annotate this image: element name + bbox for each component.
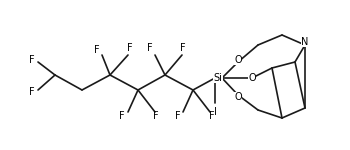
Text: N: N [301,37,309,47]
Text: F: F [153,111,159,121]
Text: O: O [234,55,242,65]
Text: F: F [127,43,133,53]
Text: Si: Si [214,73,223,83]
Text: F: F [175,111,181,121]
Text: F: F [147,43,153,53]
Text: O: O [248,73,256,83]
Text: F: F [29,87,35,97]
Text: I: I [214,107,216,117]
Text: F: F [180,43,186,53]
Text: F: F [209,111,215,121]
Text: F: F [29,55,35,65]
Text: O: O [234,92,242,102]
Text: F: F [94,45,100,55]
Text: F: F [119,111,125,121]
